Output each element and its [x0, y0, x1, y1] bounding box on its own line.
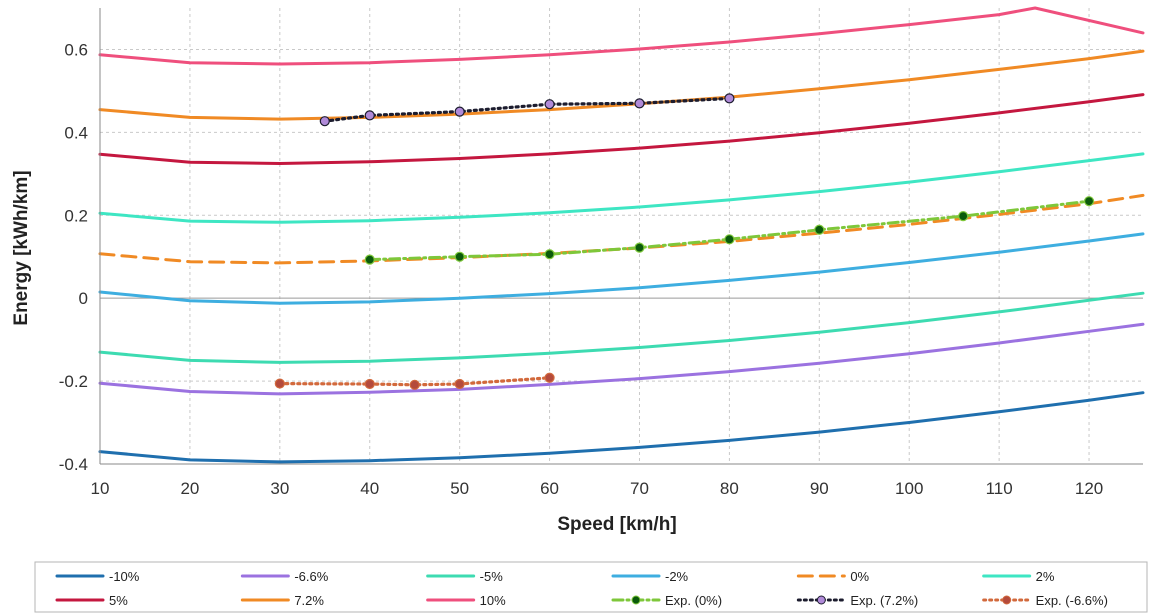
data-point — [319, 116, 330, 127]
data-point — [634, 242, 645, 253]
legend-label: Exp. (-6.6%) — [1036, 593, 1108, 608]
series-lines — [98, 6, 1145, 464]
data-point — [958, 211, 969, 222]
series-Exp. (7.2%) — [319, 93, 735, 127]
legend: -10% -6.6% -5% -2% 0% 2% 5% 7.2% 10% Exp. (0%) Exp… — [34, 561, 1148, 613]
legend-item: 2% — [982, 569, 1055, 584]
legend-item: Exp. (0%) — [611, 593, 722, 608]
series-10% — [98, 6, 1145, 66]
legend-label: 5% — [109, 593, 128, 608]
series-line — [98, 322, 1145, 396]
data-point — [454, 106, 465, 117]
x-tick-label: 50 — [450, 479, 469, 498]
data-point — [409, 379, 420, 390]
y-tick-label: -0.4 — [59, 455, 88, 474]
x-axis-title: Speed [km/h] — [557, 514, 676, 535]
series-2% — [98, 152, 1145, 224]
data-point — [454, 251, 465, 262]
legend-item: Exp. (7.2%) — [796, 593, 918, 608]
series-line — [368, 199, 1091, 262]
x-tick-label: 30 — [270, 479, 289, 498]
x-tick-label: 70 — [630, 479, 649, 498]
x-tick-label: 100 — [895, 479, 923, 498]
data-point — [544, 99, 555, 110]
data-point — [364, 110, 375, 121]
y-tick-label: -0.2 — [59, 372, 88, 391]
legend-label: -10% — [109, 569, 140, 584]
series--6.6% — [98, 322, 1145, 396]
data-point — [364, 254, 375, 265]
series-7.2% — [98, 49, 1145, 121]
series-line — [98, 152, 1145, 224]
legend-label: 10% — [480, 593, 506, 608]
legend-item: Exp. (-6.6%) — [982, 593, 1108, 608]
legend-item: 10% — [426, 593, 506, 608]
legend-label: Exp. (7.2%) — [850, 593, 918, 608]
data-point — [454, 378, 465, 390]
series-line — [323, 96, 731, 123]
legend-item: 5% — [55, 593, 128, 608]
legend-item: -6.6% — [240, 569, 329, 584]
legend-label: 7.2% — [294, 593, 324, 608]
series-Exp. (-6.6%) — [274, 372, 555, 390]
data-point — [364, 378, 375, 390]
legend-marker — [631, 595, 641, 605]
series-line — [98, 391, 1145, 464]
axes: 10 20 30 40 50 60 70 80 90 100 110 120 -0.4 -0.2 0 0.2 0… — [59, 8, 1143, 498]
legend-item: -2% — [611, 569, 689, 584]
data-point — [634, 98, 645, 109]
data-point — [724, 93, 735, 104]
data-point — [274, 378, 285, 389]
legend-label: 2% — [1036, 569, 1055, 584]
y-tick-label: 0.4 — [64, 123, 88, 142]
legend-item: 7.2% — [240, 593, 324, 608]
legend-box — [34, 561, 1148, 613]
legend-item: 0% — [796, 569, 870, 584]
data-point — [1083, 196, 1095, 207]
legend-marker — [816, 595, 826, 605]
series-Exp. (0%) — [364, 196, 1095, 265]
legend-label: -2% — [665, 569, 689, 584]
x-tick-label: 120 — [1075, 479, 1103, 498]
y-tick-label: 0.2 — [64, 206, 88, 225]
series-line — [98, 93, 1145, 165]
legend-label: 0% — [850, 569, 869, 584]
legend-label: -5% — [480, 569, 504, 584]
data-point — [544, 249, 555, 260]
x-tick-label: 90 — [810, 479, 829, 498]
legend-label: Exp. (0%) — [665, 593, 722, 608]
series-line — [98, 49, 1145, 121]
series-line — [98, 232, 1145, 305]
legend-item: -10% — [55, 569, 140, 584]
series-line — [98, 6, 1145, 66]
x-tick-label: 20 — [180, 479, 199, 498]
y-tick-label: 0.6 — [64, 40, 88, 59]
data-point — [814, 224, 825, 235]
series--10% — [98, 391, 1145, 464]
x-tick-label: 110 — [986, 479, 1013, 498]
y-axis-title: Energy [kWh/km] — [11, 170, 32, 325]
series--5% — [98, 291, 1145, 364]
series-5% — [98, 93, 1145, 165]
x-tick-label: 40 — [360, 479, 379, 498]
x-tick-label: 10 — [91, 479, 110, 498]
x-tick-label: 60 — [540, 479, 559, 498]
legend-marker — [1002, 595, 1012, 605]
legend-label: -6.6% — [294, 569, 328, 584]
y-tick-label: 0 — [79, 289, 88, 308]
grid — [99, 8, 1143, 465]
series-line — [98, 291, 1145, 364]
data-point — [544, 372, 555, 383]
legend-item: -5% — [426, 569, 504, 584]
series--2% — [98, 232, 1145, 305]
x-tick-label: 80 — [720, 479, 739, 498]
data-point — [724, 234, 735, 245]
